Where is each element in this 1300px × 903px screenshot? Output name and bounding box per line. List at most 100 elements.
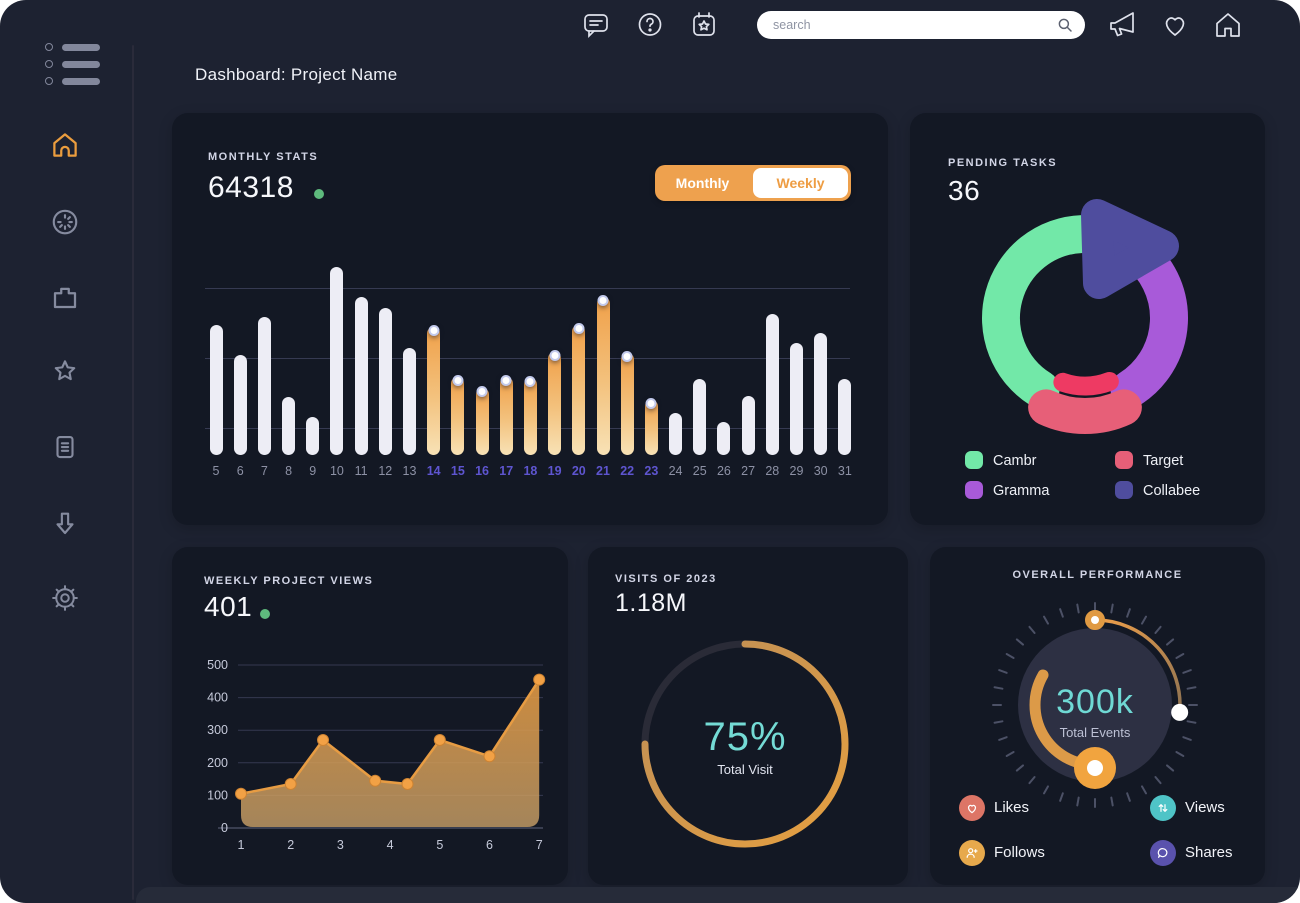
pending-tasks-label: PENDING TASKS [948,157,1058,169]
follows-label: Follows [994,844,1045,861]
svg-text:3: 3 [337,838,344,852]
views-arrows-icon [1150,795,1176,821]
bar-x-tick: 17 [499,464,514,478]
visits-progress-ring [641,640,849,848]
topbar-right-icons [1106,9,1244,41]
bar-column: 26 [716,255,732,478]
bar-column: 19 [547,255,563,478]
monthly-stats-value: 64318 [208,171,294,204]
visits-value: 1.18M [615,589,687,617]
bar-column: 15 [450,255,466,478]
menu-toggle-button[interactable] [45,43,100,94]
visits-sublabel: Total Visit [717,762,773,777]
bar-column: 12 [377,255,393,478]
performance-value: 300k [1056,683,1134,721]
svg-text:200: 200 [207,756,228,770]
weekly-views-card: WEEKLY PROJECT VIEWS 401 0 100 200 300 400 50… [172,547,568,885]
toggle-weekly-button[interactable]: Weekly [753,168,848,198]
bar-column: 5 [208,255,224,478]
bar-marker-dot [597,295,609,306]
chat-icon[interactable] [580,9,612,41]
svg-text:4: 4 [387,838,394,852]
sidebar-item-downloads[interactable] [50,508,80,538]
calendar-star-icon[interactable] [688,9,720,41]
period-toggle: Monthly Weekly [655,165,851,201]
svg-text:100: 100 [207,788,228,802]
visits-percent: 75% [703,715,787,759]
bar-column: 8 [281,255,297,478]
bar-marker-dot [549,350,561,361]
bar-x-tick: 20 [571,464,586,478]
next-row-peek [136,887,1300,903]
svg-text:7: 7 [536,838,543,852]
bar-marker-dot [645,398,657,409]
pending-tasks-value: 36 [948,175,981,206]
bar-marker-dot [476,386,488,397]
svg-text:1: 1 [238,838,245,852]
bar-marker-dot [573,323,585,334]
bar-x-tick: 15 [450,464,465,478]
visits-label: VISITS OF 2023 [615,573,717,585]
sidebar-item-settings[interactable] [50,583,80,613]
menu-dot [45,43,53,51]
bar-column: 11 [353,255,369,478]
performance-label: OVERALL PERFORMANCE [1012,569,1183,581]
bar-x-tick: 12 [378,464,393,478]
sidebar-item-home[interactable] [50,130,80,160]
legend-swatch-collabee [1115,481,1133,499]
bar-column: 16 [474,255,490,478]
bar-column: 30 [813,255,829,478]
bar-x-tick: 30 [813,464,828,478]
pending-tasks-card: PENDING TASKS 36 Cambr Target Gramma Col… [910,113,1265,525]
sidebar-item-timer[interactable] [50,207,80,237]
bar-x-tick: 26 [716,464,731,478]
bar-column: 27 [740,255,756,478]
bar-column: 24 [668,255,684,478]
menu-dot [45,77,53,85]
legend-label-collabee: Collabee [1143,483,1201,499]
chart-gridline [205,288,850,289]
search-input[interactable] [757,18,1056,32]
bar-marker-dot [500,375,512,386]
views-label: Views [1185,799,1225,816]
chart-gridline [205,358,850,359]
tasks-donut-chart [982,199,1188,434]
search-bar [757,11,1085,39]
bar-x-tick: 29 [789,464,804,478]
likes-heart-icon [959,795,985,821]
legend-swatch-target [1115,451,1133,469]
sidebar-item-favorites[interactable] [50,357,80,387]
bar-x-tick: 16 [475,464,490,478]
bar-marker-dot [621,351,633,362]
bar-column: 20 [571,255,587,478]
monthly-stats-card: MONTHLY STATS 64318 Monthly Weekly 5 6 7 8 9… [172,113,888,525]
sidebar-divider [132,45,134,900]
legend-label-cambr: Cambr [993,453,1037,469]
shares-chat-bubble-icon [1150,840,1176,866]
bar-x-tick: 11 [354,464,368,478]
home-icon[interactable] [1212,9,1244,41]
bar-column: 22 [619,255,635,478]
bar-marker-dot [452,375,464,386]
bar-x-tick: 6 [236,464,244,478]
bar-column: 17 [498,255,514,478]
sidebar-item-projects[interactable] [50,282,80,312]
help-icon[interactable] [634,9,666,41]
weekly-views-label: WEEKLY PROJECT VIEWS [204,575,374,587]
heart-icon[interactable] [1159,9,1191,41]
toggle-monthly-button[interactable]: Monthly [675,175,730,191]
likes-label: Likes [994,799,1030,816]
megaphone-icon[interactable] [1106,9,1138,41]
bar-column: 31 [837,255,853,478]
bar-x-tick: 27 [741,464,756,478]
area-chart: 0 100 200 300 400 500 1 2 3 4 5 6 7 [207,658,546,852]
bar-column: 23 [643,255,659,478]
status-dot [314,189,324,199]
sidebar-item-documents[interactable] [50,432,80,462]
bar-column: 18 [522,255,538,478]
search-icon[interactable] [1056,16,1074,34]
performance-sublabel: Total Events [1059,725,1131,740]
bar-marker-dot [428,325,440,336]
menu-bar [62,43,100,51]
bar-column: 7 [256,255,272,478]
